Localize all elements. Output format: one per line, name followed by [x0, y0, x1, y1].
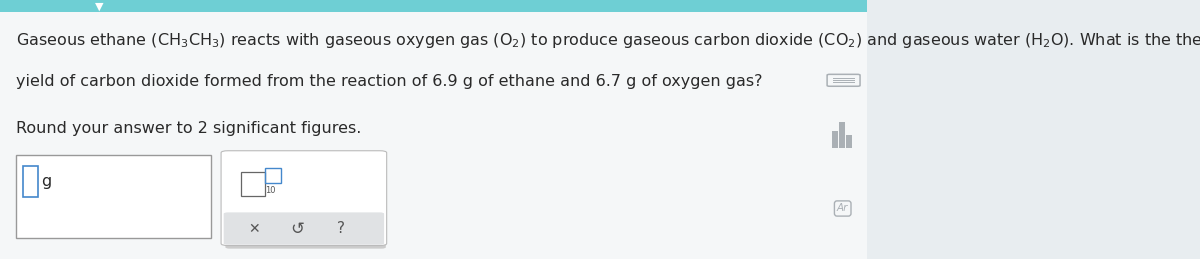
- FancyBboxPatch shape: [846, 135, 852, 148]
- Text: Gaseous ethane $\left(\mathrm{CH_3CH_3}\right)$ reacts with gaseous oxygen gas $: Gaseous ethane $\left(\mathrm{CH_3CH_3}\…: [16, 31, 1200, 50]
- Text: Ar: Ar: [838, 204, 848, 213]
- FancyBboxPatch shape: [0, 0, 866, 259]
- FancyBboxPatch shape: [226, 155, 386, 249]
- Text: Round your answer to 2 significant figures.: Round your answer to 2 significant figur…: [16, 121, 361, 136]
- Text: ▼: ▼: [96, 2, 104, 11]
- Text: yield of carbon dioxide formed from the reaction of 6.9 g of ethane and 6.7 g of: yield of carbon dioxide formed from the …: [16, 74, 762, 89]
- FancyBboxPatch shape: [223, 212, 384, 245]
- FancyBboxPatch shape: [221, 151, 386, 246]
- Text: ↺: ↺: [290, 220, 305, 238]
- Text: ?: ?: [337, 221, 344, 236]
- Text: 10: 10: [265, 186, 276, 195]
- FancyBboxPatch shape: [839, 122, 845, 148]
- FancyBboxPatch shape: [16, 155, 211, 238]
- Text: ✕: ✕: [248, 221, 260, 236]
- FancyBboxPatch shape: [833, 131, 839, 148]
- FancyBboxPatch shape: [0, 0, 866, 12]
- Text: g: g: [42, 174, 52, 189]
